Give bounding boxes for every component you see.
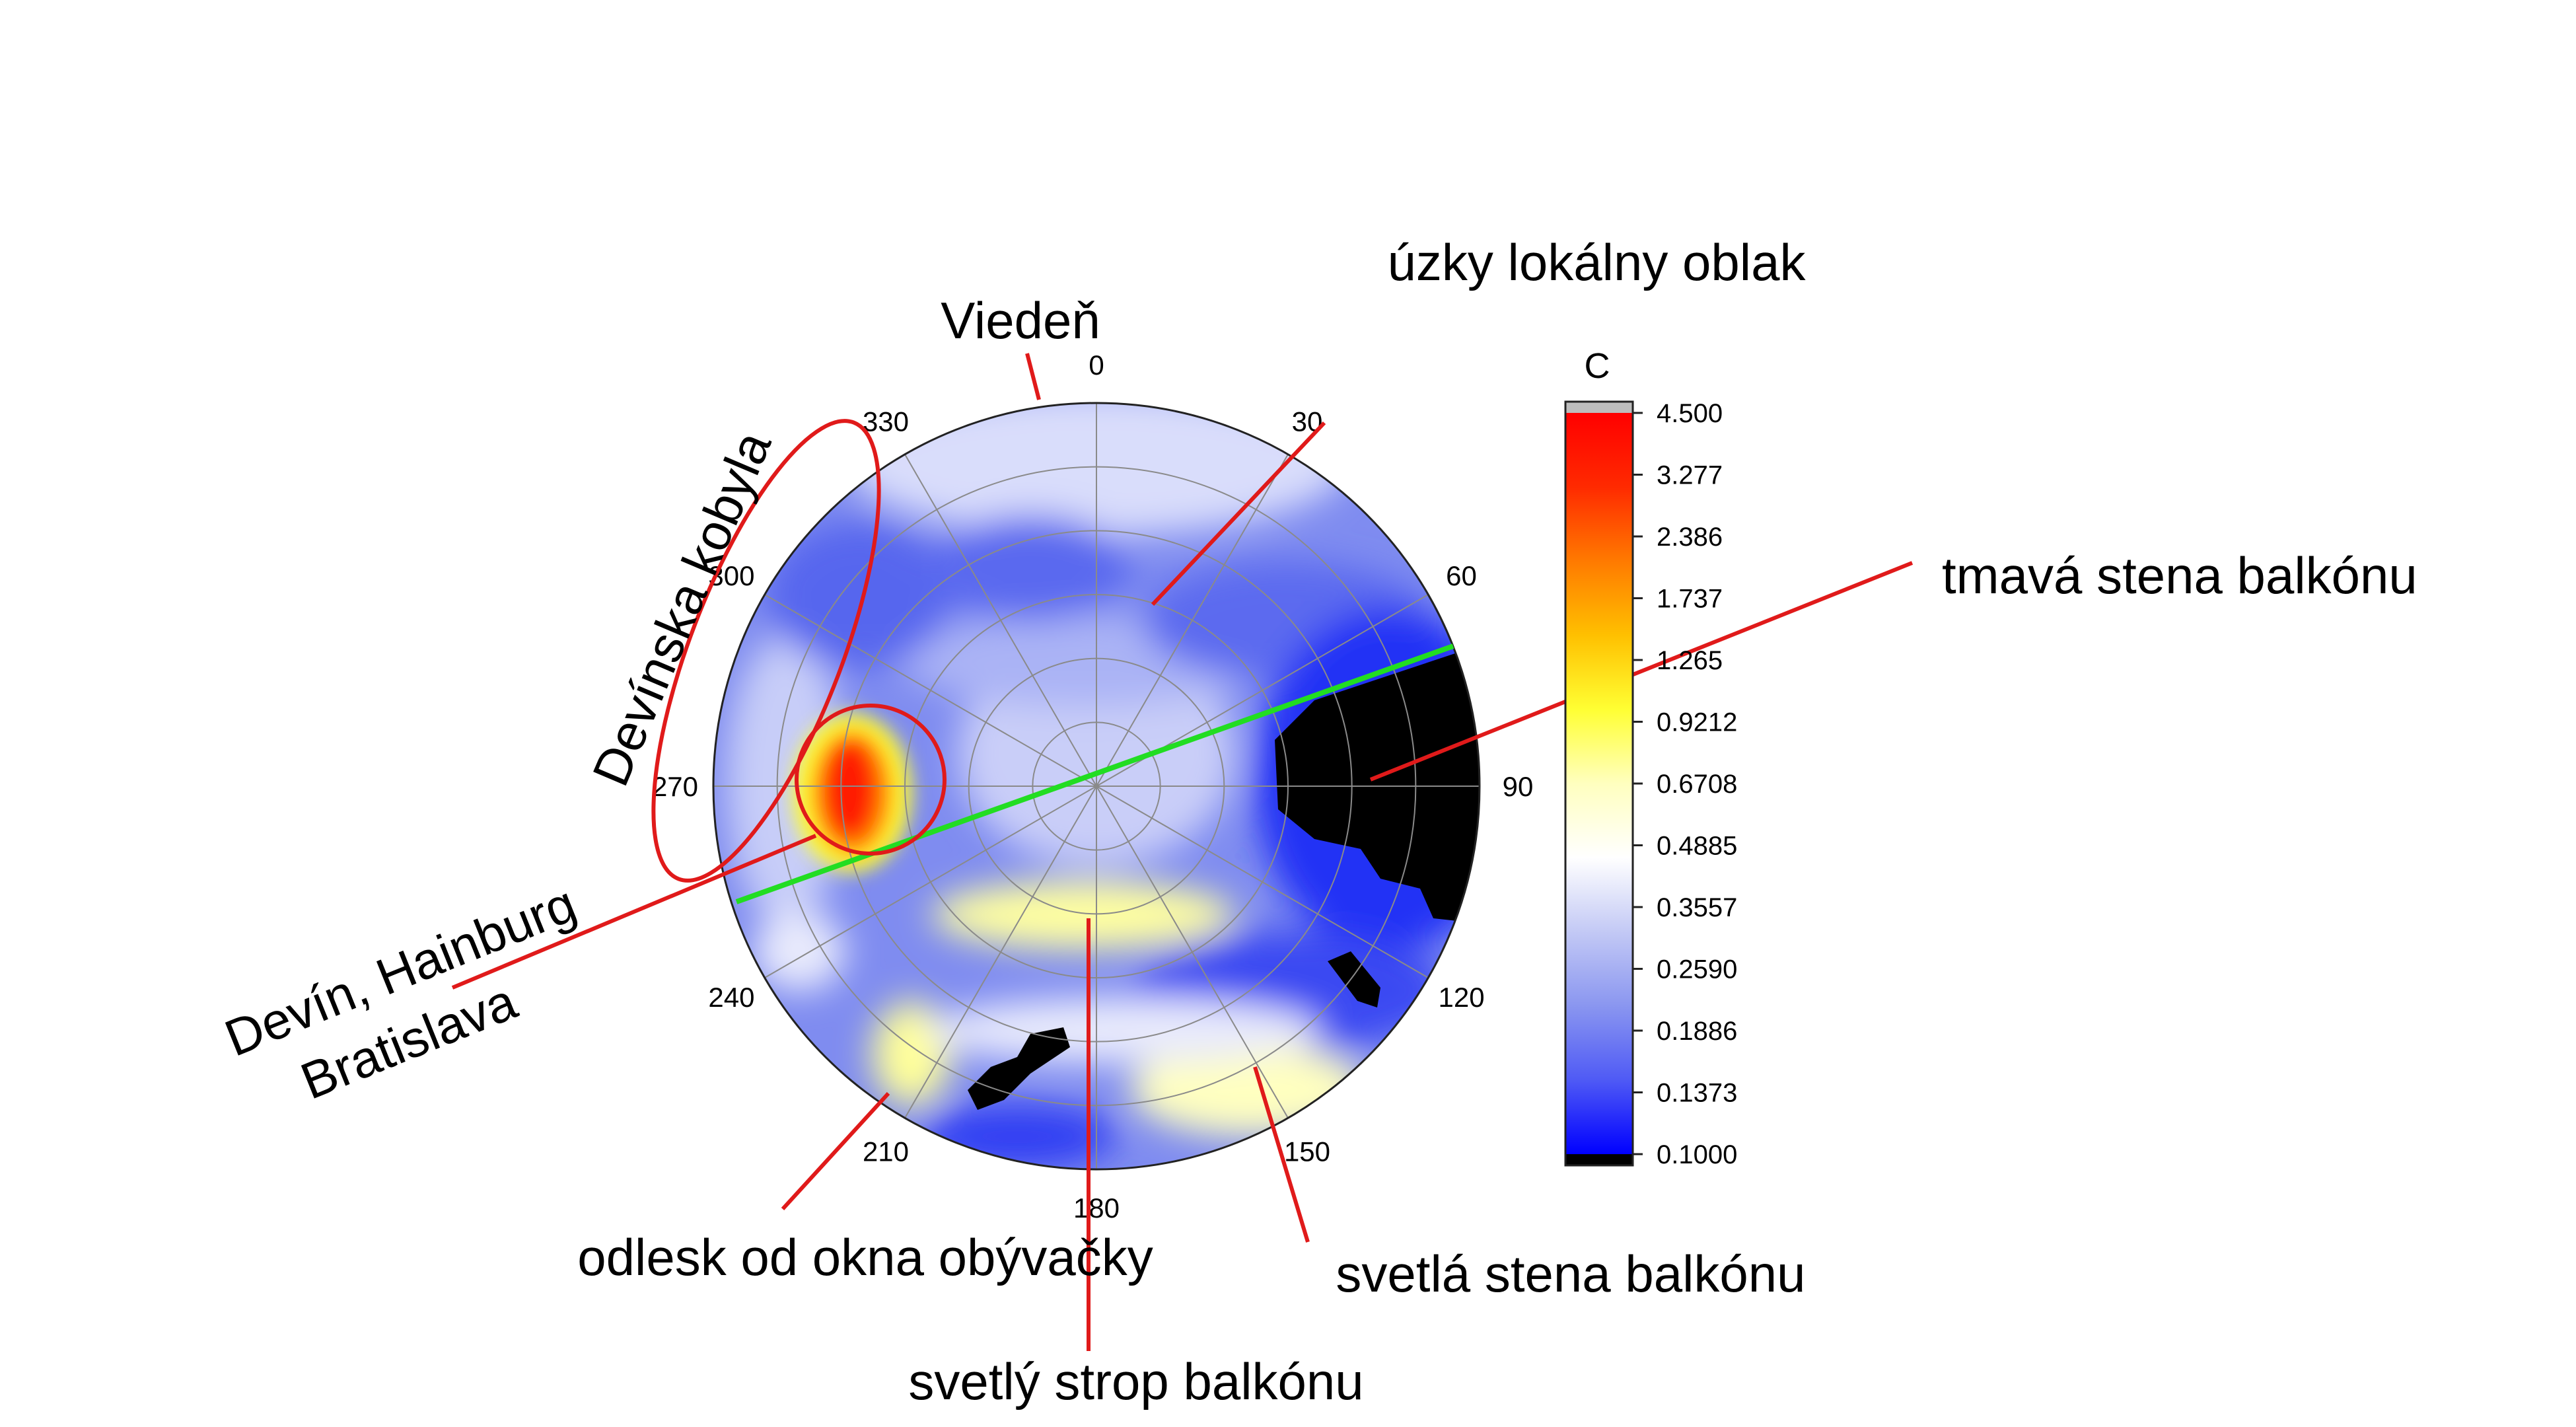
leader-devin: [451, 834, 817, 990]
leader-odlesk: [781, 1091, 890, 1211]
colorbar-gradient: [1565, 413, 1633, 1154]
dark-patch-se: [1328, 951, 1380, 1007]
polar-grid: [713, 403, 1480, 1169]
grid-spoke-120: [1096, 786, 1429, 978]
colorbar-tick-label: 1.737: [1657, 585, 1723, 614]
label-viedne: Viedeň: [941, 291, 1100, 349]
colorbar-ticks: 4.500 3.277 2.386 1.737 1.265 0.9212 0.6708 0.4…: [1633, 399, 1737, 1169]
colorbar-tick-label: 3.277: [1657, 461, 1723, 490]
blob-yellow-ssw: [872, 1001, 951, 1107]
angular-tick-180: 180: [1073, 1192, 1120, 1224]
label-tmava: tmavá stena balkónu: [1942, 546, 2417, 604]
angular-tick-90: 90: [1503, 771, 1534, 802]
blob-white-sw: [753, 912, 845, 991]
colorbar-under-swatch: [1565, 1154, 1633, 1165]
label-svetla-stena: svetlá stena balkónu: [1336, 1245, 1805, 1303]
blob-white-south: [925, 998, 1321, 1064]
angular-tick-0: 0: [1089, 349, 1104, 381]
dark-wall-region: [1275, 641, 1480, 925]
blob-blue-nw: [766, 522, 951, 667]
hotspot-devin: [793, 714, 912, 872]
colorbar-tick-label: 0.9212: [1657, 708, 1737, 737]
blob-yellow-south: [931, 881, 1235, 949]
leader-uzky: [1151, 421, 1326, 606]
colorbar-over-swatch: [1565, 402, 1633, 413]
colorbar-tick-label: 0.3557: [1657, 893, 1737, 922]
label-strop: svetlý strop balkónu: [908, 1352, 1363, 1410]
grid-spoke-330: [904, 454, 1097, 787]
colorbar-tick-label: 4.500: [1657, 399, 1723, 428]
colorbar-tick-label: 1.265: [1657, 646, 1723, 675]
polar-frame: [712, 402, 1481, 1171]
colorbar-title: C: [1585, 346, 1610, 386]
grid-spoke-30: [1096, 454, 1289, 787]
colorbar-tick-label: 0.6708: [1657, 770, 1737, 799]
leader-svetla-stena: [1253, 1066, 1310, 1243]
angular-tick-240: 240: [708, 982, 754, 1013]
angular-tick-120: 120: [1438, 982, 1484, 1013]
angular-tick-210: 210: [863, 1136, 909, 1167]
colorbar-tick-label: 0.1373: [1657, 1079, 1737, 1108]
angular-tick-150: 150: [1284, 1136, 1330, 1167]
angular-tick-270: 270: [652, 771, 698, 802]
colorbar-tick-label: 0.1000: [1657, 1140, 1737, 1169]
angular-tick-60: 60: [1446, 560, 1477, 591]
colorbar: C 4.500 3.277 2.386 1.737 1.265 0.9212 0.6708 0…: [1564, 346, 1737, 1169]
outline-devin-hotspot: [795, 704, 947, 856]
grid-spoke-240: [764, 786, 1097, 978]
dark-patch-south: [968, 1027, 1070, 1110]
blob-blue-n: [931, 515, 1129, 621]
grid-spoke-210: [904, 786, 1097, 1118]
horizon-line: [735, 643, 1454, 904]
colorbar-tick-label: 2.386: [1657, 523, 1723, 552]
annotation-lines: [451, 353, 1914, 1351]
leader-tmava: [1369, 561, 1914, 782]
label-odlesk: odlesk od okna obývačky: [577, 1228, 1153, 1286]
outline-devinska-kobyla: [651, 419, 881, 883]
colorbar-tick-label: 0.2590: [1657, 955, 1737, 984]
colorbar-tick-label: 0.4885: [1657, 832, 1737, 861]
grid-spoke-300: [764, 594, 1097, 787]
grid-spoke-150: [1096, 786, 1289, 1118]
leader-viedne: [1025, 353, 1041, 400]
angular-tick-330: 330: [863, 406, 909, 437]
colorbar-tick-label: 0.1886: [1657, 1017, 1737, 1046]
hotspot-core: [824, 740, 877, 839]
label-uzky: úzky lokálny oblak: [1388, 233, 1807, 291]
